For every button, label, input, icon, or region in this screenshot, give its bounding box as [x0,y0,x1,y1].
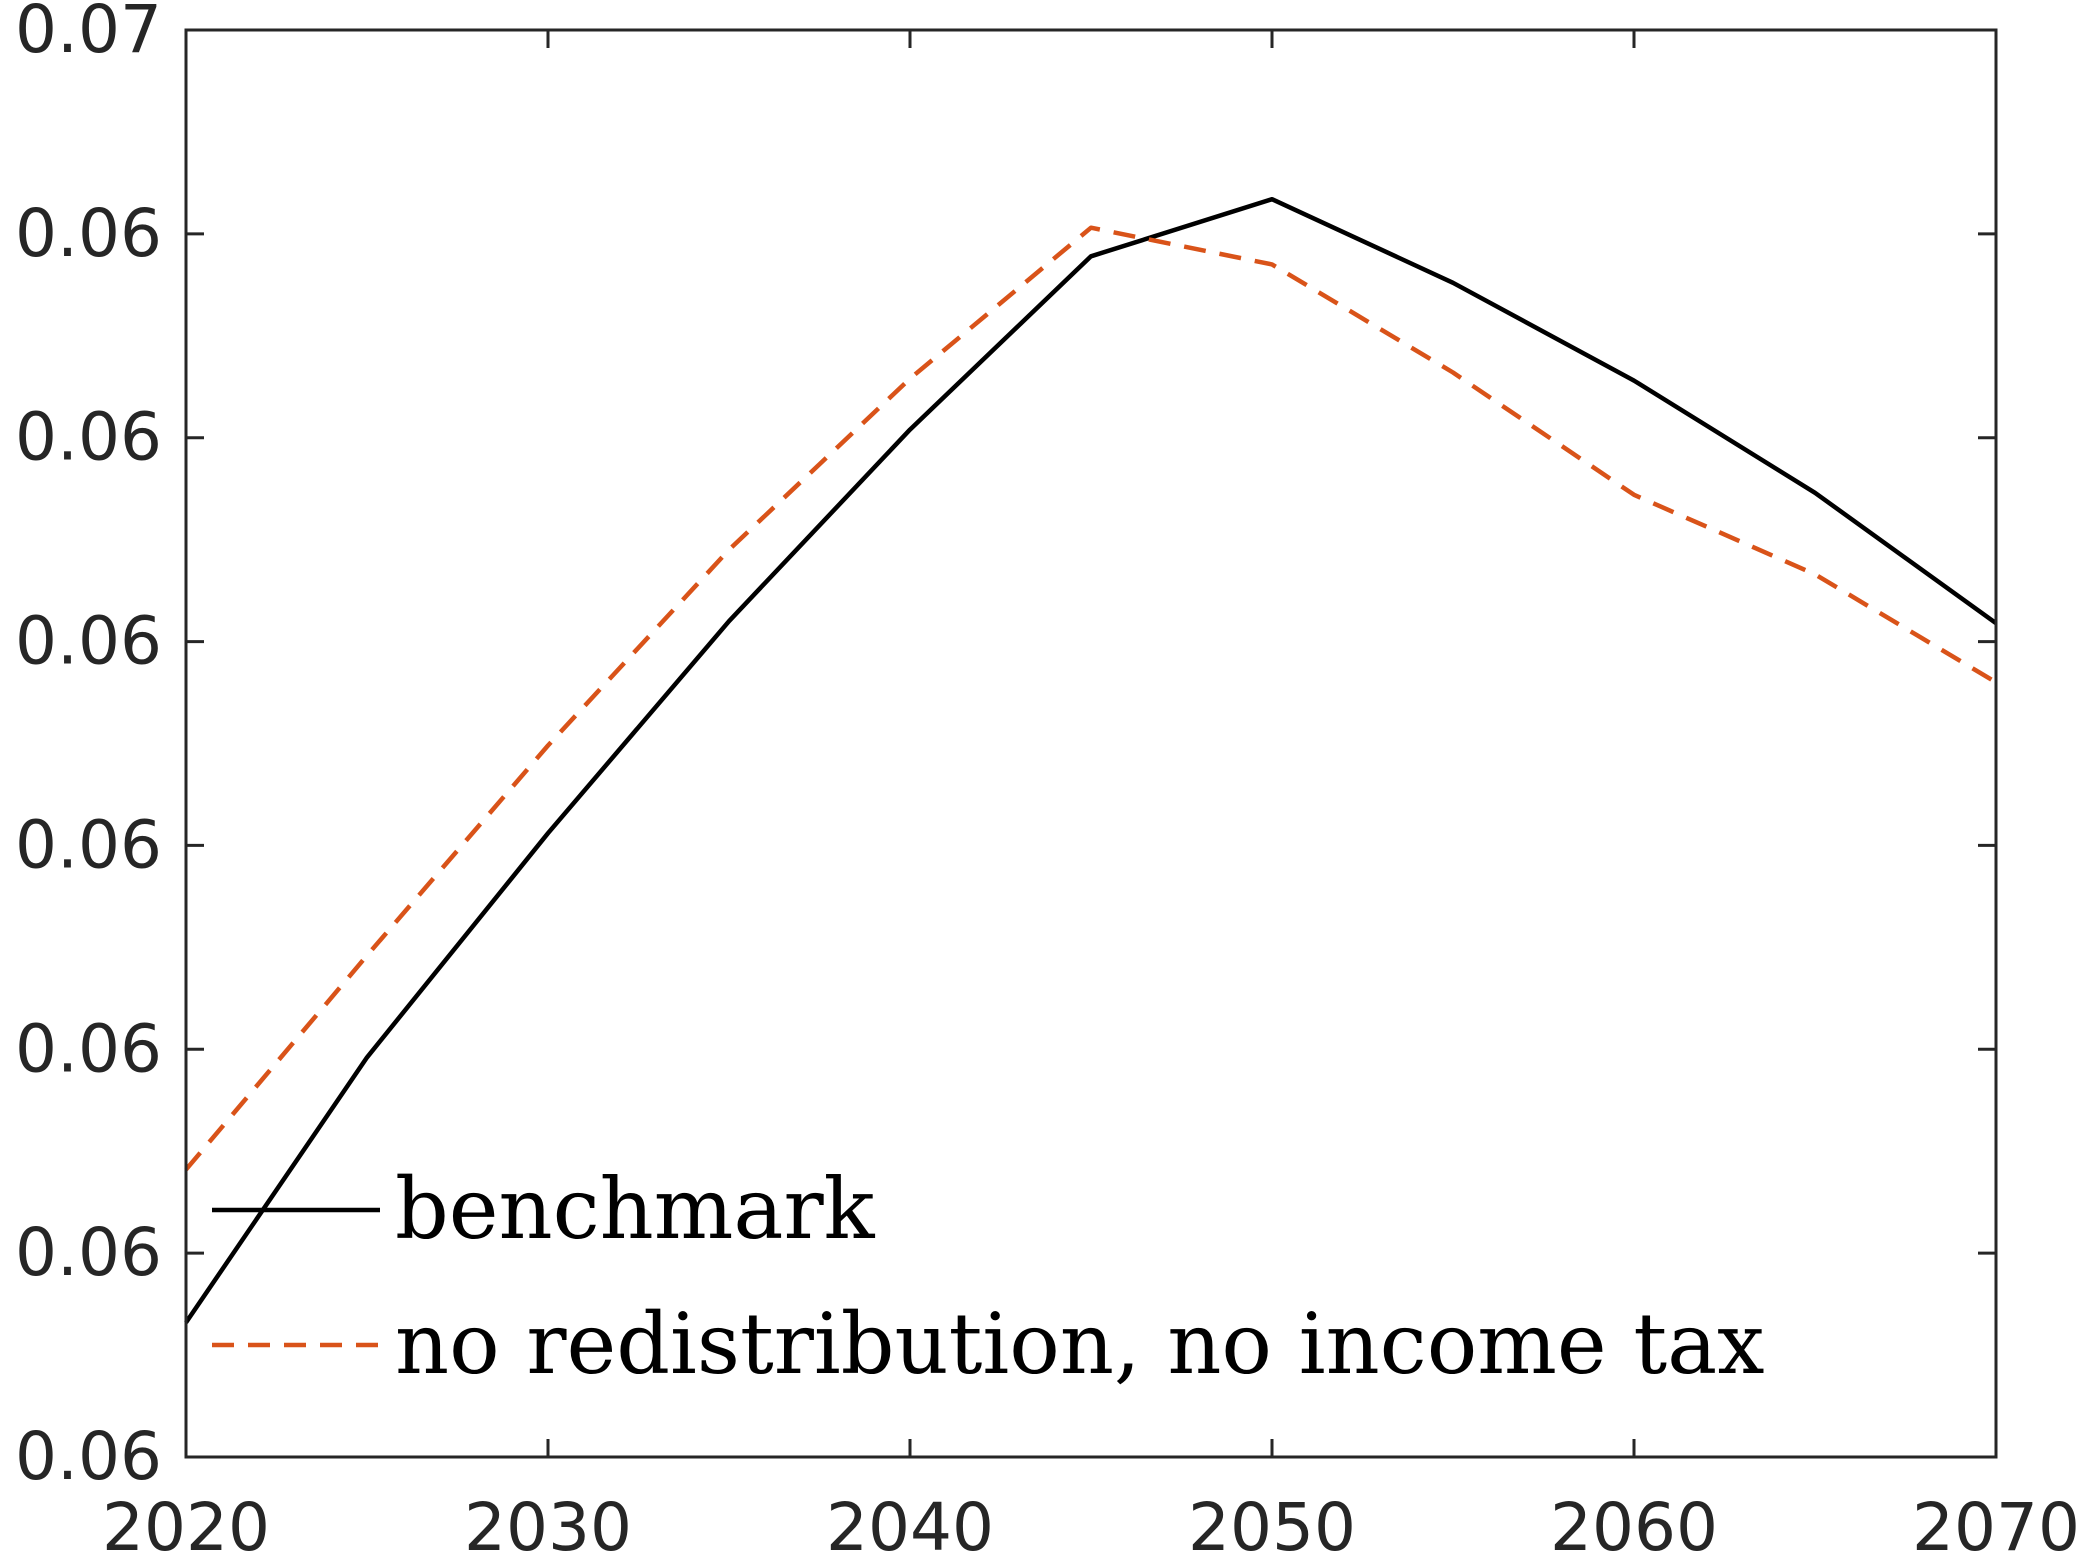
series-line-no-redistribution [184,225,1998,1172]
series-line-benchmark [184,196,1998,1324]
y-tick-label: 0.06 [15,1418,162,1495]
y-tick-label: 0.06 [15,195,162,272]
legend-label-no-redistribution: no redistribution, no income tax [395,1295,1765,1393]
y-tick-label: 0.06 [15,1010,162,1087]
plot-area-frame [184,28,1998,1459]
y-tick-label: 0.06 [15,1214,162,1291]
series-layer [184,196,1998,1324]
legend-label-benchmark: benchmark [395,1160,876,1258]
tick-layer: 2020 2030 2040 2050 2060 2070 0.06 0.06 0.06 0.06… [15,0,2080,1554]
x-tick-label: 2030 [464,1489,632,1554]
x-tick-label: 2070 [1912,1489,2080,1554]
y-tick-label: 0.06 [15,399,162,476]
x-tick-label: 2050 [1188,1489,1356,1554]
x-tick-label: 2060 [1550,1489,1718,1554]
legend: benchmark no redistribution, no income t… [212,1160,1765,1393]
y-tick-label: 0.06 [15,806,162,883]
y-tick-label: 0.07 [15,0,162,68]
x-tick-label: 2020 [102,1489,270,1554]
y-tick-label: 0.06 [15,603,162,680]
x-tick-label: 2040 [826,1489,994,1554]
